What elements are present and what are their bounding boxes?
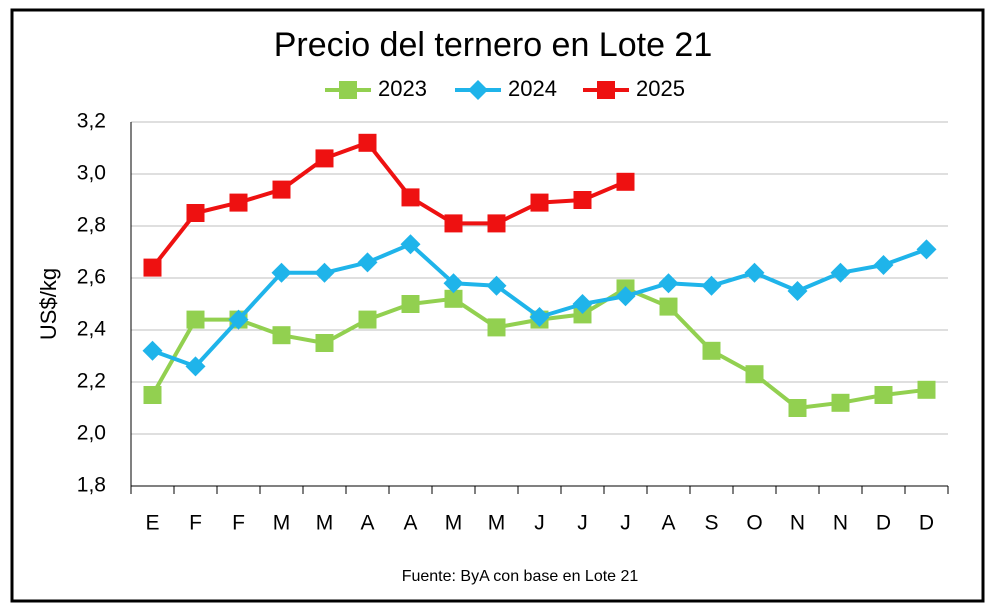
data-point — [745, 365, 764, 384]
y-tick-label: 3,2 — [77, 110, 106, 133]
source-note: Fuente: ByA con base en Lote 21 — [402, 568, 639, 585]
data-point — [400, 234, 421, 255]
data-point — [658, 273, 679, 294]
data-point — [529, 307, 550, 327]
data-point — [358, 133, 377, 152]
legend-label: 2025 — [636, 76, 685, 101]
data-point — [185, 356, 206, 377]
x-tick-label: M — [488, 512, 506, 535]
y-tick-label: 3,0 — [77, 162, 106, 185]
data-point — [487, 214, 506, 233]
data-point — [831, 393, 850, 412]
data-point — [702, 341, 721, 360]
data-point — [916, 239, 937, 260]
x-tick-label: M — [273, 512, 291, 535]
legend-marker — [468, 80, 488, 100]
x-tick-label: J — [534, 512, 545, 535]
data-point — [787, 281, 808, 301]
data-point — [615, 286, 636, 307]
x-tick-label: N — [833, 512, 848, 535]
x-tick-label: F — [189, 512, 202, 535]
data-point — [486, 275, 507, 296]
x-tick-label: E — [145, 512, 159, 535]
data-point — [874, 386, 893, 404]
data-point — [487, 318, 506, 337]
data-point — [314, 262, 335, 283]
data-point — [401, 188, 420, 207]
data-point — [873, 255, 894, 275]
data-point — [143, 386, 162, 404]
x-tick-label: F — [232, 512, 245, 535]
x-tick-label: A — [403, 512, 417, 535]
data-point — [830, 262, 851, 283]
data-point — [443, 273, 464, 294]
data-point — [444, 289, 463, 308]
data-point — [357, 252, 378, 273]
x-tick-label: J — [620, 512, 631, 535]
data-point — [572, 294, 593, 314]
data-point — [315, 334, 334, 352]
x-tick-label: A — [360, 512, 374, 535]
y-tick-label: 2,2 — [77, 370, 106, 393]
x-tick-label: J — [577, 512, 588, 535]
data-point — [315, 149, 334, 168]
x-tick-label: S — [704, 512, 718, 535]
data-point — [701, 275, 722, 296]
data-point — [573, 305, 592, 324]
data-point — [917, 380, 936, 399]
y-tick-label: 2,8 — [77, 214, 106, 237]
legend-marker — [339, 81, 357, 99]
x-tick-label: M — [445, 512, 463, 535]
data-point — [744, 262, 765, 283]
data-point — [186, 204, 205, 222]
data-point — [401, 295, 420, 313]
data-point — [143, 258, 162, 277]
data-point — [616, 172, 635, 191]
x-tick-label: N — [790, 512, 805, 535]
y-tick-label: 2,4 — [77, 318, 107, 341]
legend-label: 2023 — [378, 76, 427, 101]
data-point — [788, 399, 807, 417]
data-point — [659, 297, 678, 316]
data-point — [271, 262, 292, 283]
y-axis-label: US$/kg — [36, 268, 61, 340]
data-point — [186, 310, 205, 329]
x-tick-label: M — [316, 512, 334, 535]
chart-border — [10, 8, 985, 603]
data-point — [358, 310, 377, 329]
data-point — [228, 309, 249, 330]
y-tick-label: 2,0 — [77, 422, 106, 445]
legend-label: 2024 — [508, 76, 557, 101]
chart-title: Precio del ternero en Lote 21 — [274, 26, 713, 64]
data-point — [142, 340, 163, 361]
data-point — [530, 193, 549, 212]
x-tick-label: A — [661, 512, 675, 535]
y-tick-label: 2,6 — [77, 266, 106, 289]
data-point — [229, 193, 248, 212]
x-tick-label: D — [876, 512, 891, 535]
data-point — [272, 180, 291, 199]
data-point — [272, 326, 291, 345]
x-tick-label: O — [746, 512, 762, 535]
y-tick-label: 1,8 — [77, 474, 106, 497]
x-tick-label: D — [919, 512, 934, 535]
data-point — [444, 214, 463, 233]
legend-marker — [597, 81, 615, 99]
data-point — [573, 191, 592, 209]
